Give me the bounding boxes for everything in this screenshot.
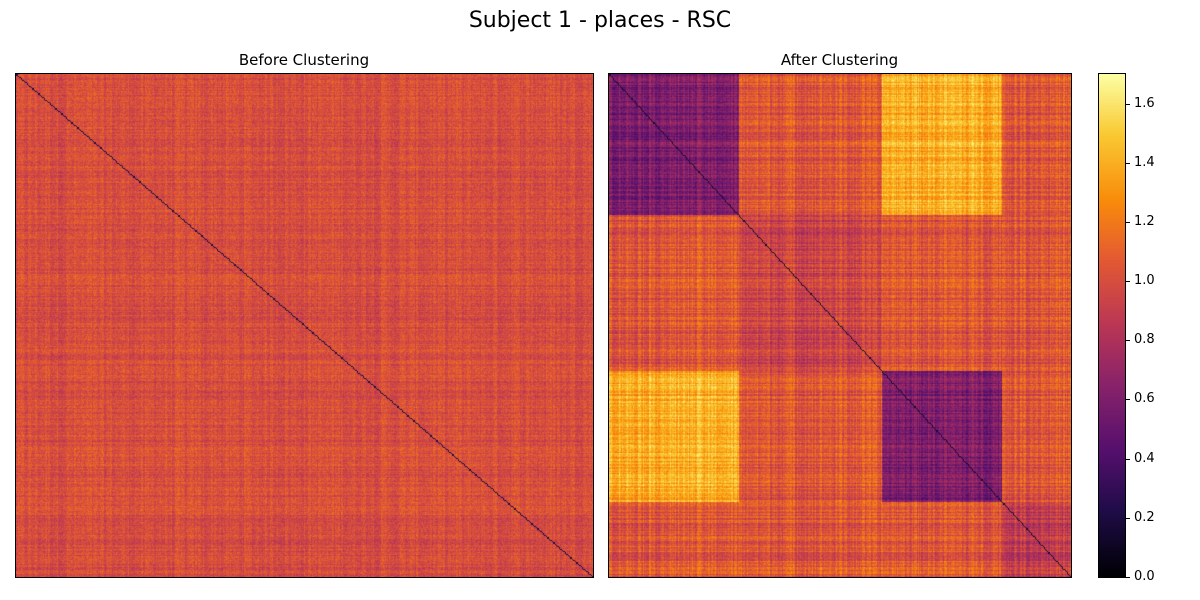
- colorbar-tick: [1125, 518, 1130, 519]
- colorbar-tick-label: 1.2: [1134, 214, 1155, 229]
- colorbar-tick: [1125, 459, 1130, 460]
- colorbar-tick-label: 0.2: [1134, 510, 1155, 525]
- panel-title-before: Before Clustering: [238, 51, 370, 69]
- colorbar-tick: [1125, 163, 1130, 164]
- colorbar-tick: [1125, 222, 1130, 223]
- colorbar-tick-label: 0.8: [1134, 332, 1155, 347]
- colorbar-tick: [1125, 577, 1130, 578]
- colorbar-tick-label: 1.6: [1134, 96, 1155, 111]
- colorbar-tick: [1125, 281, 1130, 282]
- colorbar-tick-label: 0.0: [1134, 569, 1155, 584]
- panel-title-after: After Clustering: [780, 51, 899, 69]
- colorbar-tick: [1125, 399, 1130, 400]
- colorbar-tick-label: 1.4: [1134, 155, 1155, 170]
- colorbar-tick-label: 0.4: [1134, 451, 1155, 466]
- heatmap-before: [15, 73, 594, 578]
- colorbar-gradient: [1099, 74, 1125, 577]
- heatmap-after: [608, 73, 1072, 578]
- colorbar: [1098, 73, 1126, 578]
- colorbar-tick-label: 0.6: [1134, 391, 1155, 406]
- colorbar-tick-label: 1.0: [1134, 273, 1155, 288]
- colorbar-tick: [1125, 104, 1130, 105]
- heatmap-before-canvas: [16, 74, 593, 577]
- figure-title: Subject 1 - places - RSC: [468, 8, 732, 33]
- colorbar-tick: [1125, 340, 1130, 341]
- heatmap-after-canvas: [609, 74, 1071, 577]
